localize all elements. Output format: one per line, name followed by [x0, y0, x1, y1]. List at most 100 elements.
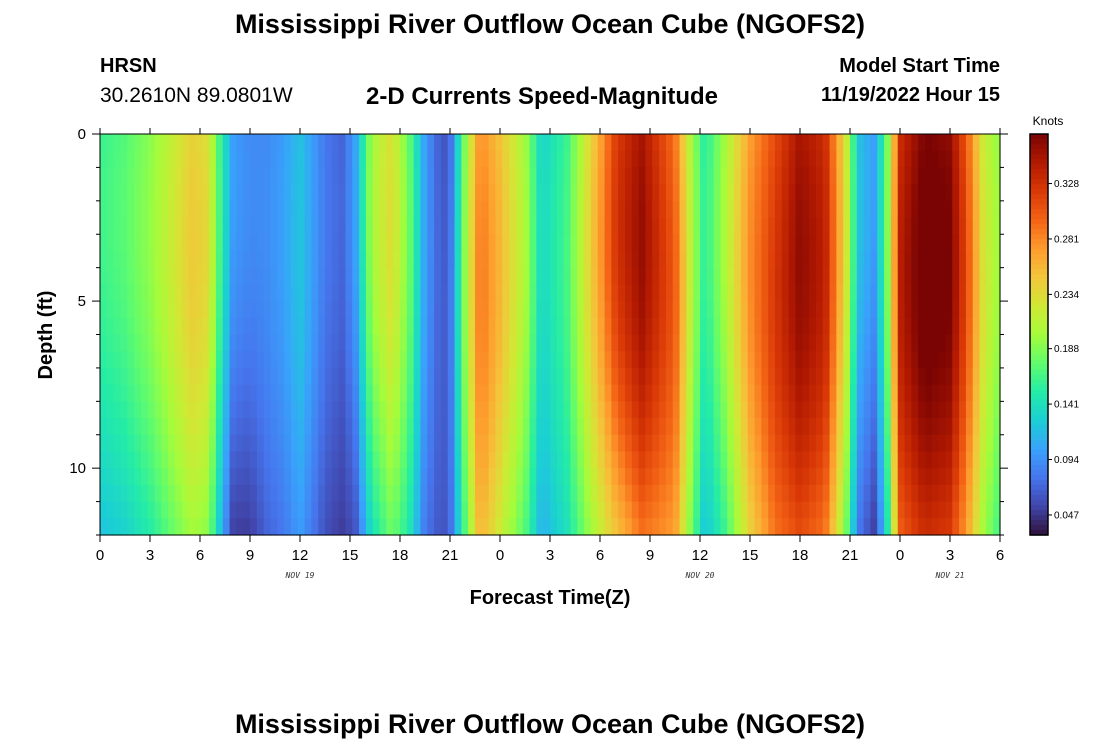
- heatmap-cell: [597, 351, 606, 369]
- heatmap-cell: [488, 267, 497, 285]
- heatmap-cell: [277, 317, 285, 336]
- heatmap-cell: [290, 418, 299, 436]
- heatmap-cell: [106, 200, 115, 219]
- heatmap-cell: [468, 401, 476, 419]
- heatmap-cell: [134, 501, 142, 519]
- heatmap-cell: [447, 501, 456, 519]
- heatmap-cell: [829, 167, 837, 185]
- heatmap-cell: [461, 267, 469, 285]
- heatmap-cell: [775, 468, 783, 486]
- heatmap-cell: [877, 317, 885, 336]
- heatmap-cell: [577, 451, 585, 469]
- heatmap-cell: [679, 167, 687, 185]
- heatmap-cell: [863, 284, 872, 302]
- heatmap-cell: [454, 351, 462, 369]
- heatmap-cell: [631, 317, 640, 336]
- heatmap-cell: [161, 150, 169, 169]
- heatmap-cell: [884, 234, 892, 252]
- heatmap-cell: [202, 317, 210, 336]
- heatmap-cell: [277, 134, 285, 152]
- heatmap-cell: [215, 518, 224, 536]
- heatmap-cell: [768, 301, 776, 319]
- heatmap-cell: [925, 418, 933, 436]
- heatmap-cell: [304, 384, 312, 402]
- heatmap-cell: [679, 150, 687, 169]
- heatmap-cell: [720, 267, 728, 285]
- heatmap-cell: [522, 367, 531, 386]
- heatmap-cell: [938, 434, 947, 453]
- heatmap-cell: [277, 167, 285, 185]
- heatmap-cell: [529, 384, 537, 402]
- heatmap-cell: [188, 317, 197, 336]
- heatmap-cell: [154, 367, 162, 386]
- heatmap-cell: [188, 334, 197, 352]
- heatmap-cell: [338, 451, 347, 469]
- heatmap-cell: [215, 401, 224, 419]
- heatmap-cell: [100, 434, 108, 453]
- heatmap-cell: [856, 418, 865, 436]
- colorbar-segment: [1030, 439, 1048, 446]
- colorbar-tick-label: 0.234: [1054, 290, 1079, 301]
- heatmap-cell: [659, 351, 667, 369]
- heatmap-cell: [406, 418, 415, 436]
- heatmap-cell: [372, 401, 381, 419]
- heatmap-cell: [100, 217, 108, 235]
- heatmap-cell: [400, 468, 408, 486]
- heatmap-cell: [686, 351, 694, 369]
- heatmap-cell: [331, 150, 340, 169]
- colorbar-segment: [1030, 524, 1048, 531]
- heatmap-cell: [222, 434, 231, 453]
- heatmap-cell: [843, 518, 851, 536]
- heatmap-cell: [686, 267, 694, 285]
- heatmap-cell: [400, 134, 408, 152]
- heatmap-cell: [836, 267, 844, 285]
- heatmap-cell: [911, 484, 919, 503]
- heatmap-cell: [468, 301, 476, 319]
- heatmap-cell: [727, 184, 735, 202]
- heatmap-cell: [154, 334, 162, 352]
- heatmap-cell: [618, 301, 626, 319]
- heatmap-cell: [120, 234, 128, 252]
- heatmap-cell: [175, 334, 183, 352]
- heatmap-cell: [188, 167, 197, 185]
- heatmap-cell: [120, 317, 128, 336]
- heatmap-cell: [727, 301, 735, 319]
- heatmap-cell: [781, 468, 790, 486]
- heatmap-cell: [665, 217, 674, 235]
- heatmap-cell: [768, 184, 776, 202]
- heatmap-cell: [822, 468, 831, 486]
- heatmap-cell: [700, 167, 708, 185]
- heatmap-cell: [870, 217, 878, 235]
- heatmap-cell: [100, 384, 108, 402]
- heatmap-cell: [325, 317, 333, 336]
- heatmap-cell: [550, 217, 558, 235]
- heatmap-cell: [611, 301, 619, 319]
- heatmap-cell: [815, 250, 824, 269]
- heatmap-cell: [372, 250, 381, 269]
- heatmap-cell: [700, 351, 708, 369]
- heatmap-cell: [727, 484, 735, 503]
- day-label: NOV 19: [285, 571, 315, 580]
- colorbar-segment: [1030, 474, 1048, 481]
- heatmap-cell: [563, 284, 572, 302]
- heatmap-cell: [256, 518, 265, 536]
- heatmap-cell: [918, 434, 926, 453]
- heatmap-cell: [495, 184, 503, 202]
- heatmap-cell: [822, 367, 831, 386]
- heatmap-cell: [277, 351, 285, 369]
- heatmap-cell: [256, 501, 265, 519]
- heatmap-cell: [665, 367, 674, 386]
- heatmap-cell: [325, 384, 333, 402]
- heatmap-cell: [345, 134, 353, 152]
- heatmap-cell: [536, 518, 544, 536]
- heatmap-cell: [563, 334, 572, 352]
- heatmap-cell: [393, 134, 401, 152]
- heatmap-cell: [815, 367, 824, 386]
- heatmap-cell: [468, 150, 476, 169]
- heatmap-cell: [522, 284, 531, 302]
- heatmap-cell: [522, 150, 531, 169]
- heatmap-cell: [590, 451, 599, 469]
- heatmap-cell: [215, 217, 224, 235]
- heatmap-cell: [304, 367, 312, 386]
- heatmap-cell: [140, 301, 149, 319]
